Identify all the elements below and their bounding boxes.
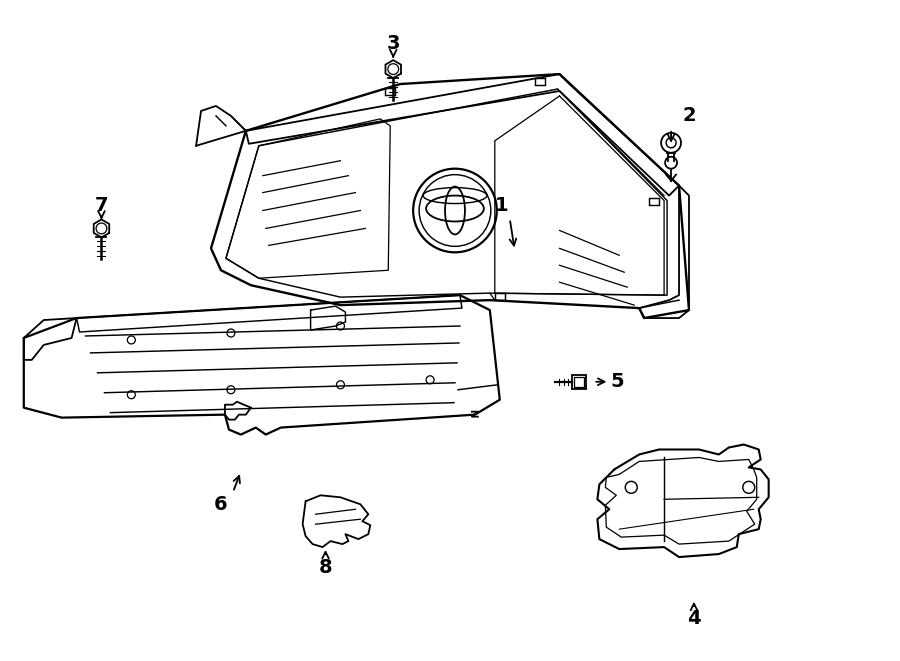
Text: 2: 2 (682, 106, 696, 126)
Text: 4: 4 (688, 609, 701, 629)
Text: 7: 7 (94, 196, 108, 215)
Text: 6: 6 (214, 495, 228, 514)
Bar (574, 377, 584, 387)
Bar (649, 198, 659, 204)
Text: 5: 5 (610, 372, 624, 391)
Text: 3: 3 (386, 34, 400, 53)
Bar (535, 78, 544, 85)
Bar (572, 375, 587, 389)
Bar (495, 293, 505, 300)
Bar (385, 88, 395, 95)
Text: 8: 8 (319, 557, 332, 576)
Text: 1: 1 (495, 196, 508, 215)
